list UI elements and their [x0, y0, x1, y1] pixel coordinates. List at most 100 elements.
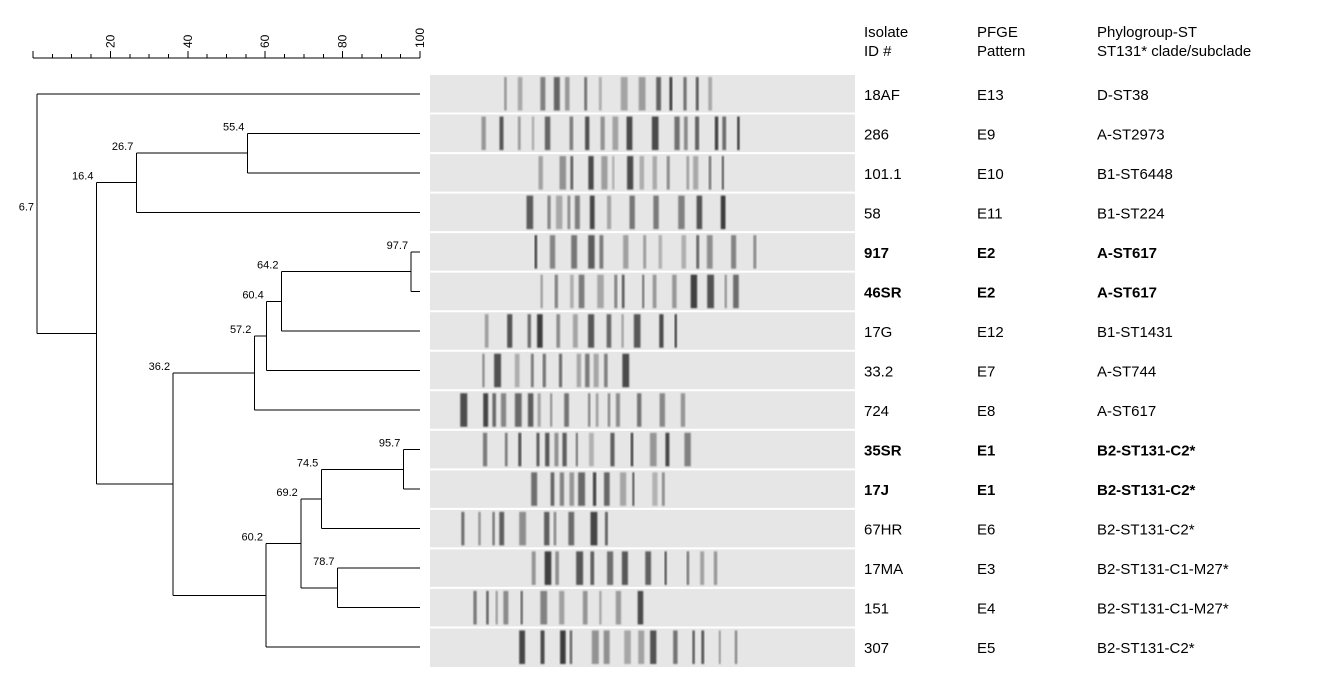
- gel-band: [560, 630, 566, 664]
- node-similarity-label: 64.2: [257, 260, 278, 272]
- pfge-pattern: E4: [977, 601, 995, 618]
- gel-band: [714, 116, 719, 151]
- gel-band: [592, 472, 597, 506]
- header-pfge-line2: Pattern: [977, 43, 1025, 60]
- gel-band: [651, 116, 659, 151]
- gel-band: [666, 156, 670, 190]
- pfge-pattern: E5: [977, 640, 995, 657]
- gel-band: [584, 77, 588, 111]
- gel-band: [518, 432, 522, 467]
- gel-band: [664, 551, 667, 585]
- scale-tick-label: 80: [336, 34, 350, 48]
- gel-band: [536, 432, 540, 467]
- gel-band: [684, 116, 688, 151]
- gel-band: [575, 432, 578, 467]
- gel-band: [639, 156, 645, 190]
- gel-band: [603, 630, 610, 664]
- gel-band: [718, 630, 721, 664]
- node-similarity-label: 60.2: [242, 531, 263, 543]
- gel-lane: [481, 116, 740, 151]
- gel-band: [607, 195, 612, 230]
- phylogroup-st: A-ST2973: [1097, 126, 1165, 143]
- scale-tick-label: 100: [413, 28, 427, 48]
- gel-band: [622, 353, 630, 388]
- header-isolate-line2: ID #: [864, 43, 892, 60]
- gel-lane: [534, 235, 757, 269]
- gel-band: [614, 274, 618, 309]
- gel-band: [484, 314, 489, 348]
- isolate-id: 286: [864, 126, 889, 143]
- gel-lane: [482, 353, 630, 388]
- gel-band: [607, 393, 611, 427]
- gel-band: [531, 116, 535, 151]
- gel-band: [578, 274, 585, 309]
- phylogroup-st: B2-ST131-C2*: [1097, 522, 1195, 539]
- gel-band: [544, 551, 552, 585]
- gel-band: [505, 432, 508, 467]
- gel-band: [606, 314, 612, 348]
- gel-band: [540, 274, 543, 309]
- isolate-id: 35SR: [864, 443, 902, 460]
- scale-labels: 20 40 60 80 100: [103, 28, 427, 48]
- pfge-pattern: E6: [977, 522, 995, 539]
- gel-band: [638, 77, 646, 111]
- similarity-scale: 20 40 60 80 100: [32, 28, 427, 59]
- gel-band: [481, 116, 486, 151]
- gel-band: [612, 116, 619, 151]
- pfge-pattern: E7: [977, 364, 995, 381]
- gel-band: [520, 590, 523, 625]
- gel-band: [678, 195, 685, 230]
- gel-band: [595, 393, 599, 427]
- node-similarity-label: 36.2: [149, 361, 170, 373]
- gel-band: [615, 590, 622, 625]
- isolate-id: 17J: [864, 482, 889, 499]
- isolate-id: 17G: [864, 324, 892, 341]
- gel-band: [545, 432, 550, 467]
- gel-band: [652, 274, 657, 309]
- gel-band: [567, 195, 571, 230]
- gel-band: [693, 156, 699, 190]
- pfge-pattern: E10: [977, 166, 1004, 183]
- gel-band: [585, 353, 590, 388]
- gel-lane: [461, 511, 608, 546]
- gel-band: [672, 274, 677, 309]
- node-similarity-label: 16.4: [72, 171, 93, 183]
- gel-band: [553, 511, 557, 546]
- table-row: 33.2 E7 A-ST744: [864, 364, 1156, 381]
- gel-band: [599, 235, 604, 269]
- isolate-id: 58: [864, 205, 881, 222]
- gel-band: [708, 77, 713, 111]
- gel-band: [591, 630, 599, 664]
- gel-band: [562, 432, 567, 467]
- gel-band: [652, 156, 657, 190]
- gel-band: [554, 274, 558, 309]
- gel-band: [585, 116, 590, 151]
- gel-band: [526, 195, 534, 230]
- gel-band: [707, 274, 714, 309]
- gel-band: [690, 274, 698, 309]
- dendrogram: [36, 93, 420, 648]
- gel-band: [517, 116, 521, 151]
- gel-band: [605, 511, 608, 546]
- pfge-pattern: E2: [977, 245, 995, 262]
- gel-band: [706, 235, 713, 269]
- phylogroup-st: A-ST617: [1097, 403, 1156, 420]
- table-row: 17G E12 B1-ST1431: [864, 324, 1173, 341]
- gel-band: [559, 156, 567, 190]
- isolate-id: 724: [864, 403, 889, 420]
- table-row: 17J E1 B2-ST131-C2*: [864, 482, 1196, 499]
- scale-ticks: [32, 51, 421, 58]
- gel-lane: [540, 274, 739, 309]
- gel-band: [607, 551, 614, 585]
- gel-band: [621, 274, 625, 309]
- node-similarity-label: 6.7: [19, 202, 34, 214]
- isolate-id: 307: [864, 640, 889, 657]
- gel-band: [722, 116, 727, 151]
- node-similarity-label: 57.2: [230, 324, 251, 336]
- pfge-gel-image: [430, 73, 855, 667]
- gel-band: [637, 590, 644, 625]
- gel-band: [544, 116, 551, 151]
- gel-band: [578, 472, 586, 506]
- gel-band: [492, 393, 496, 427]
- node-similarity-label: 74.5: [297, 457, 318, 469]
